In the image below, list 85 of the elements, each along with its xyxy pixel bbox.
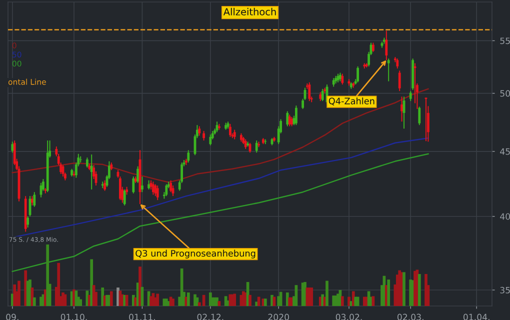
bar: [24, 270, 28, 306]
candlestick: [255, 140, 258, 154]
y-tick-label: 40: [500, 213, 510, 220]
candlestick: [228, 123, 232, 138]
candlestick: [90, 154, 93, 190]
bar: [255, 302, 258, 306]
candlestick: [321, 88, 324, 102]
bar: [79, 299, 82, 306]
bar: [418, 274, 421, 306]
candlestick: [286, 110, 289, 127]
candlestick: [33, 192, 36, 208]
bar: [101, 288, 104, 306]
x-tick-label: 01.11.: [129, 314, 155, 320]
candlestick: [400, 96, 404, 122]
x-tick-label: 01.10.: [60, 314, 87, 320]
candlestick: [398, 70, 401, 92]
ref-line-label: Allzeithoch: [223, 8, 276, 16]
bar: [116, 288, 120, 306]
line-series: [12, 153, 429, 272]
candlestick: [244, 138, 247, 150]
bar: [194, 294, 196, 306]
candlestick: [341, 73, 344, 86]
bar: [156, 294, 160, 306]
candlestick: [385, 30, 388, 61]
y-tick-label: 50: [500, 90, 510, 97]
x-tick-label: 02.03.: [397, 314, 424, 320]
bar: [233, 294, 236, 306]
y-tick-label: 55: [500, 38, 510, 44]
candlestick: [165, 184, 168, 197]
candlestick: [290, 116, 294, 127]
bar: [13, 284, 16, 306]
bar: [46, 244, 50, 306]
candlestick: [123, 188, 126, 206]
candlestick: [140, 176, 144, 193]
candlestick: [233, 129, 236, 140]
candlestick: [396, 58, 399, 69]
candlestick: [86, 157, 88, 168]
bar: [424, 274, 428, 306]
candlestick: [104, 180, 106, 192]
candlestick: [356, 66, 360, 83]
candlestick: [136, 166, 140, 184]
x-tick-label: 02.12.: [197, 314, 224, 320]
candlestick: [372, 42, 374, 52]
candlestick: [209, 134, 212, 146]
candlestick: [424, 97, 428, 142]
bar: [57, 262, 60, 306]
bar: [32, 297, 36, 306]
bar: [216, 297, 218, 306]
x-tick-label: 09.: [6, 314, 18, 320]
annotation: Q3 und Prognoseanhebung: [136, 250, 256, 258]
bar: [402, 272, 406, 306]
bar: [304, 282, 306, 306]
annotation: Q4-Zahlen: [328, 97, 374, 106]
bar: [110, 291, 113, 306]
candlestick: [156, 185, 159, 201]
y-tick-label: 35: [500, 286, 510, 294]
bar: [248, 294, 252, 306]
bar: [138, 266, 142, 306]
candlestick: [13, 140, 16, 166]
candlestick: [202, 130, 206, 141]
candlestick: [148, 180, 150, 190]
candlestick: [418, 106, 421, 126]
bar: [340, 296, 344, 306]
candlestick: [170, 180, 172, 193]
x-tick-label: 01.04.: [463, 314, 490, 320]
bar: [28, 280, 32, 306]
candlestick: [294, 105, 298, 126]
x-tick-label: 03.02.: [336, 314, 362, 320]
bar: [310, 288, 314, 306]
candlestick: [154, 184, 157, 197]
candlestick: [387, 58, 390, 82]
candlestick: [11, 141, 14, 154]
bar: [172, 298, 174, 306]
x-tick-label: 2020: [268, 314, 289, 320]
candlestick: [26, 216, 30, 228]
candlestick: [308, 82, 311, 102]
candlestick: [198, 126, 201, 136]
candlestick: [409, 90, 412, 102]
candlestick: [187, 150, 190, 164]
bar: [186, 292, 190, 306]
bar: [90, 259, 94, 306]
y-tick-label: 45: [500, 148, 510, 155]
bar: [387, 280, 390, 306]
bar: [270, 294, 274, 306]
candlestick: [132, 176, 135, 194]
